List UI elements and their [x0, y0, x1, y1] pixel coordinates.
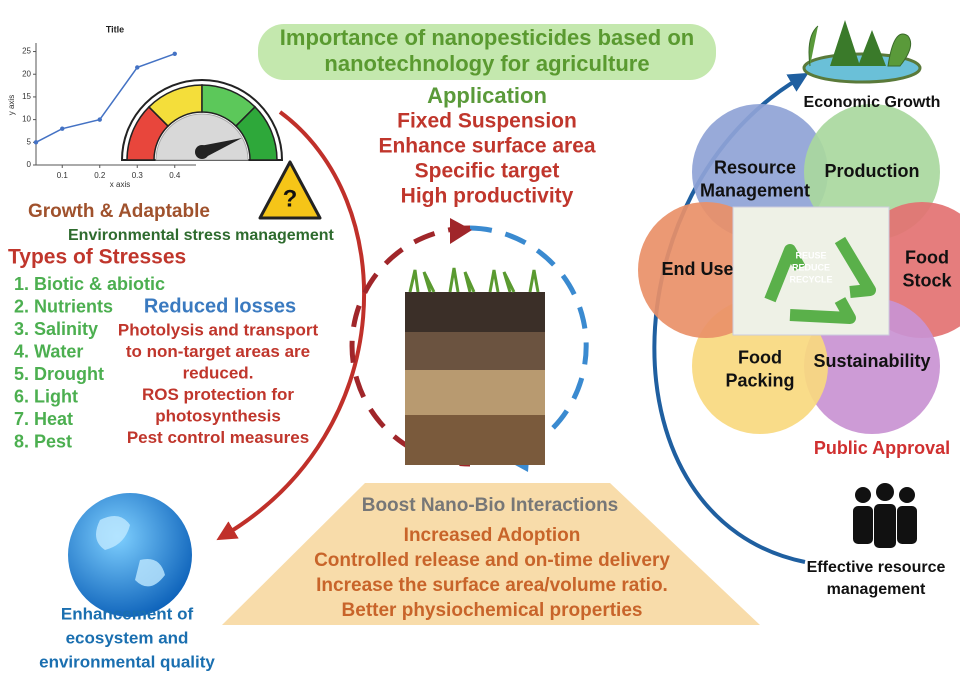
people-icon [853, 483, 917, 548]
nano-bio-line: Controlled release and on-time delivery [314, 550, 670, 571]
mini-point [60, 126, 64, 130]
mini-y-tick-label: 15 [22, 92, 31, 101]
petal-label: Resource [714, 157, 796, 177]
globe-icon [68, 493, 192, 617]
growth-heading: Growth & Adaptable [28, 201, 210, 222]
resource-management-label: Effective resource [807, 559, 946, 576]
petal-label: End User [661, 259, 740, 279]
infographic: Resource Management Production Food Stock Sus… [0, 0, 960, 674]
resource-management-label: management [827, 581, 926, 598]
soil-illustration [405, 268, 545, 465]
stress-item: 6. Light [14, 386, 78, 406]
mini-y-tick-label: 25 [22, 47, 31, 56]
mini-chart-x-label: x axis [110, 180, 130, 189]
application-item: Fixed Suspension [397, 110, 577, 133]
nano-bio-line: Increase the surface area/volume ratio. [316, 575, 668, 596]
ecosystem-caption: Enhancement of [61, 604, 194, 623]
petal-label: Packing [725, 370, 794, 390]
mini-point [98, 117, 102, 121]
petal-label: Food [905, 247, 949, 267]
mini-y-tick-label: 0 [27, 160, 32, 169]
mini-point [34, 140, 38, 144]
mini-x-tick-label: 0.4 [169, 171, 181, 180]
mini-x-tick-label: 0.2 [94, 171, 106, 180]
stress-item: 7. Heat [14, 409, 73, 429]
economic-growth-label: Economic Growth [804, 94, 941, 111]
stress-item: 5. Drought [14, 364, 104, 384]
stresses-heading: Types of Stresses [8, 246, 186, 269]
mini-y-tick-label: 20 [22, 69, 31, 78]
stress-item: 8. Pest [14, 431, 72, 451]
center-title: nanotechnology for agriculture [324, 51, 649, 76]
growth-subheading: Environmental stress management [68, 227, 335, 244]
recycle-word: RECYCLE [789, 274, 832, 284]
petal-label: Food [738, 347, 782, 367]
reduced-losses-line: ROS protection for [142, 385, 294, 404]
stress-item: 2. Nutrients [14, 296, 113, 316]
mini-point [135, 65, 139, 69]
petal-label: Sustainability [813, 351, 930, 371]
mini-chart-y-label: y axis [7, 95, 16, 115]
petal-label: Management [700, 180, 810, 200]
petal-label: Stock [902, 270, 952, 290]
reduced-losses-line: Pest control measures [127, 428, 309, 447]
reduced-losses-line: Photolysis and transport [118, 320, 319, 339]
center-title: Importance of nanopesticides based on [280, 25, 694, 50]
mini-x-tick-label: 0.3 [132, 171, 144, 180]
nano-bio-line: Increased Adoption [404, 525, 581, 546]
application-item: High productivity [401, 185, 574, 208]
mini-chart-title: Title [106, 24, 124, 34]
gauge-hub [195, 145, 209, 159]
mini-point [173, 52, 177, 56]
recycle-word: REUSE [795, 250, 826, 260]
application-item: Enhance surface area [378, 135, 595, 158]
stress-item: 4. Water [14, 341, 83, 361]
reduced-losses-line: photosynthesis [155, 406, 281, 425]
mini-x-tick-label: 0.1 [57, 171, 69, 180]
ecosystem-trees [804, 20, 920, 82]
ecosystem-caption: ecosystem and [66, 628, 189, 647]
warning-mark: ? [283, 185, 298, 212]
reduced-losses-line: to non-target areas are [126, 342, 310, 361]
nano-bio-line: Better physiochemical properties [342, 600, 643, 621]
mini-y-tick-label: 10 [22, 115, 31, 124]
application-item: Specific target [415, 160, 560, 183]
reduced-losses-heading: Reduced losses [144, 295, 296, 317]
nano-bio-heading: Boost Nano-Bio Interactions [362, 495, 619, 516]
public-approval-label: Public Approval [814, 438, 950, 458]
application-heading: Application [427, 83, 547, 108]
stress-item: 3. Salinity [14, 319, 98, 339]
petal-label: Production [825, 161, 920, 181]
recycle-word: REDUCE [792, 262, 830, 272]
reduced-losses-line: reduced. [183, 363, 254, 382]
mini-y-tick-label: 5 [27, 137, 32, 146]
ecosystem-caption: environmental quality [39, 652, 215, 671]
cycle-arrowhead-red [450, 218, 472, 244]
stress-item: 1. Biotic & abiotic [14, 274, 165, 294]
